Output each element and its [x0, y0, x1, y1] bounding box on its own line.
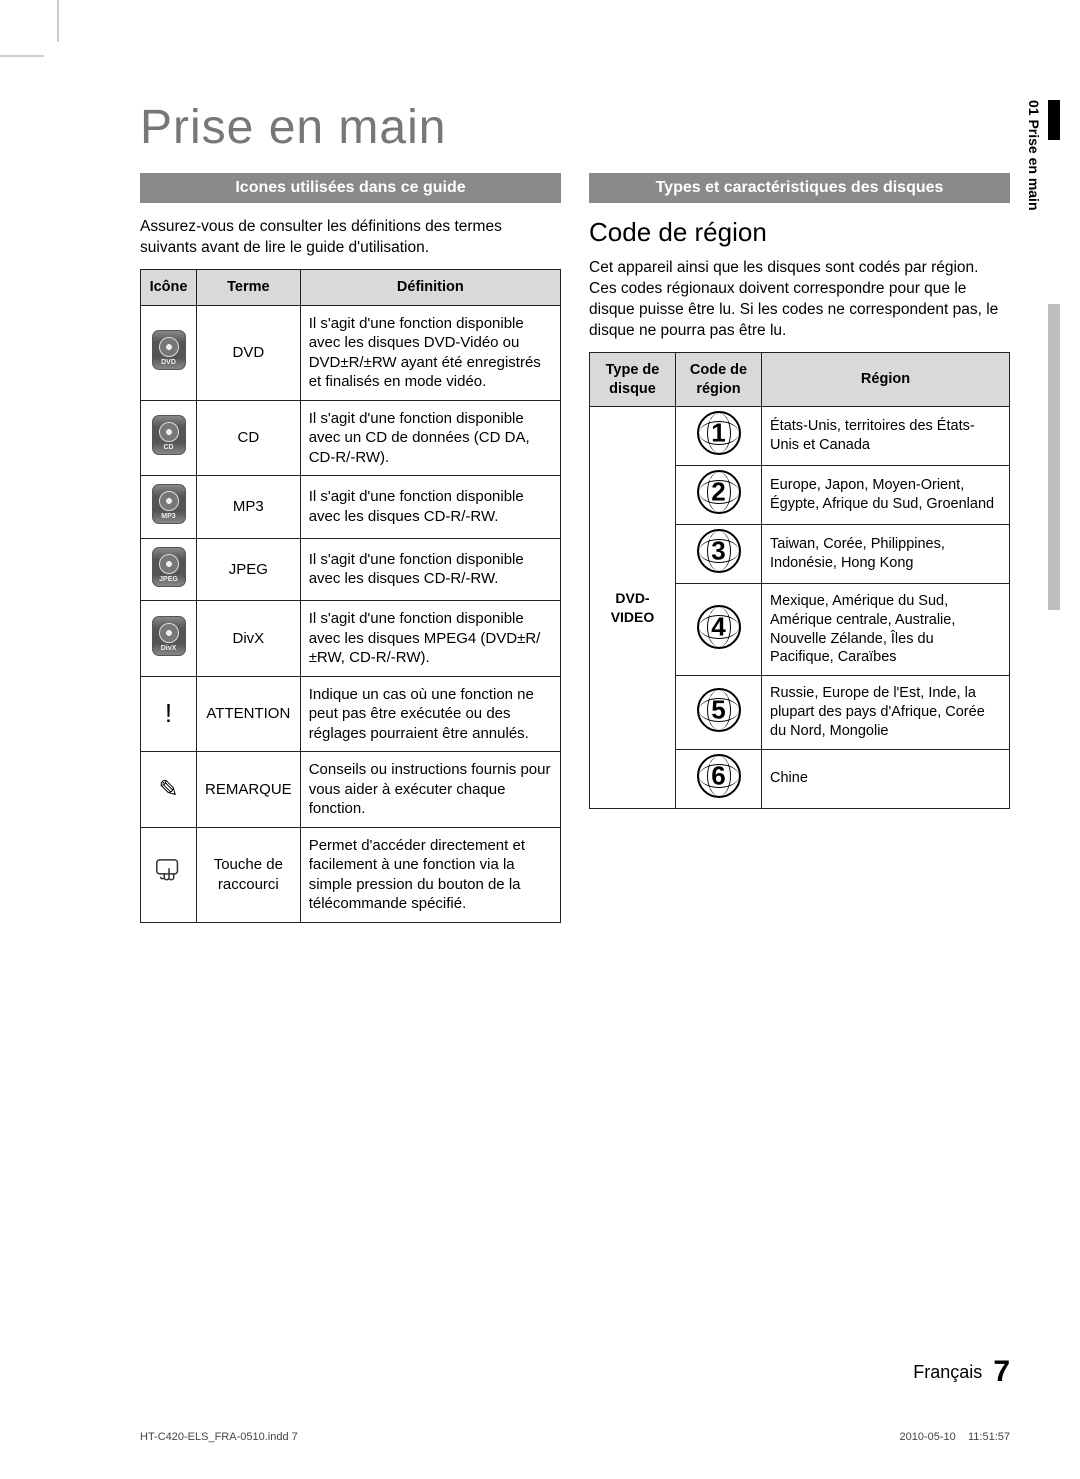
side-tab-marker — [1048, 100, 1060, 140]
region-desc: Mexique, Amérique du Sud, Amérique centr… — [762, 583, 1010, 675]
def-cell: Permet d'accéder directement et facileme… — [300, 827, 560, 922]
table-row: DivX DivX Il s'agit d'une fonction dispo… — [141, 601, 561, 677]
region-globe-icon: 1 — [697, 411, 741, 455]
term-cell: JPEG — [197, 538, 301, 601]
term-cell: Touche de raccourci — [197, 827, 301, 922]
icons-th-2: Définition — [300, 269, 560, 305]
term-cell: ATTENTION — [197, 676, 301, 752]
region-desc: Chine — [762, 749, 1010, 808]
mp3-icon: MP3 — [152, 484, 186, 524]
region-globe-icon: 2 — [697, 470, 741, 514]
table-row: DVD DVD Il s'agit d'une fonction disponi… — [141, 305, 561, 400]
page-num: 7 — [993, 1355, 1010, 1388]
region-desc: États-Unis, territoires des États-Unis e… — [762, 407, 1010, 466]
region-desc: Europe, Japon, Moyen-Orient, Égypte, Afr… — [762, 466, 1010, 525]
table-row: MP3 MP3 Il s'agit d'une fonction disponi… — [141, 476, 561, 539]
disc-type-cell: DVD-VIDEO — [590, 407, 676, 808]
left-column: Icones utilisées dans ce guide Assurez-v… — [140, 173, 561, 923]
region-globe-icon: 4 — [697, 605, 741, 649]
term-cell: DVD — [197, 305, 301, 400]
right-section-header: Types et caractéristiques des disques — [589, 173, 1010, 203]
footer-file: HT-C420-ELS_FRA-0510.indd 7 — [140, 1431, 298, 1443]
footer-date: 2010-05-10 — [899, 1431, 955, 1443]
def-cell: Il s'agit d'une fonction disponible avec… — [300, 476, 560, 539]
table-row: ! ATTENTION Indique un cas où une foncti… — [141, 676, 561, 752]
region-code-title: Code de région — [589, 217, 1010, 248]
region-table: Type de disque Code de région Région DVD… — [589, 352, 1010, 809]
page-number: Français 7 — [913, 1355, 1010, 1389]
region-th-2: Région — [762, 352, 1010, 407]
table-row: ✎ REMARQUE Conseils ou instructions four… — [141, 752, 561, 828]
icons-th-0: Icône — [141, 269, 197, 305]
jpeg-icon: JPEG — [152, 547, 186, 587]
table-row: CD CD Il s'agit d'une fonction disponibl… — [141, 400, 561, 476]
region-th-0: Type de disque — [590, 352, 676, 407]
footer-time: 11:51:57 — [968, 1431, 1010, 1443]
term-cell: REMARQUE — [197, 752, 301, 828]
icons-th-1: Terme — [197, 269, 301, 305]
region-desc: Russie, Europe de l'Est, Inde, la plupar… — [762, 676, 1010, 750]
right-intro: Cet appareil ainsi que les disques sont … — [589, 258, 1010, 342]
table-row: Touche de raccourci Permet d'accéder dir… — [141, 827, 561, 922]
region-th-1: Code de région — [676, 352, 762, 407]
region-globe-icon: 6 — [697, 754, 741, 798]
region-globe-icon: 3 — [697, 529, 741, 573]
footer-meta: HT-C420-ELS_FRA-0510.indd 7 2010-05-10 1… — [140, 1431, 1010, 1443]
table-row: JPEG JPEG Il s'agit d'une fonction dispo… — [141, 538, 561, 601]
page-lang: Français — [913, 1362, 982, 1382]
term-cell: CD — [197, 400, 301, 476]
right-column: Types et caractéristiques des disques Co… — [589, 173, 1010, 923]
left-intro: Assurez-vous de consulter les définition… — [140, 217, 561, 259]
shortcut-icon — [154, 874, 184, 891]
divx-icon: DivX — [152, 616, 186, 656]
side-scroll-indicator — [1048, 304, 1060, 610]
term-cell: DivX — [197, 601, 301, 677]
dvd-icon: DVD — [152, 330, 186, 370]
def-cell: Il s'agit d'une fonction disponible avec… — [300, 601, 560, 677]
page-title: Prise en main — [140, 100, 1010, 155]
region-globe-icon: 5 — [697, 688, 741, 732]
left-section-header: Icones utilisées dans ce guide — [140, 173, 561, 203]
attention-icon: ! — [165, 698, 172, 728]
term-cell: MP3 — [197, 476, 301, 539]
cd-icon: CD — [152, 415, 186, 455]
def-cell: Conseils ou instructions fournis pour vo… — [300, 752, 560, 828]
def-cell: Il s'agit d'une fonction disponible avec… — [300, 538, 560, 601]
side-tab-label: 01 Prise en main — [1026, 100, 1042, 211]
table-row: DVD-VIDEO 1 États-Unis, territoires des … — [590, 407, 1010, 466]
def-cell: Il s'agit d'une fonction disponible avec… — [300, 305, 560, 400]
def-cell: Il s'agit d'une fonction disponible avec… — [300, 400, 560, 476]
icons-table: Icône Terme Définition DVD DVD Il s'agit… — [140, 269, 561, 923]
note-icon: ✎ — [158, 776, 178, 803]
def-cell: Indique un cas où une fonction ne peut p… — [300, 676, 560, 752]
region-desc: Taiwan, Corée, Philippines, Indonésie, H… — [762, 525, 1010, 584]
